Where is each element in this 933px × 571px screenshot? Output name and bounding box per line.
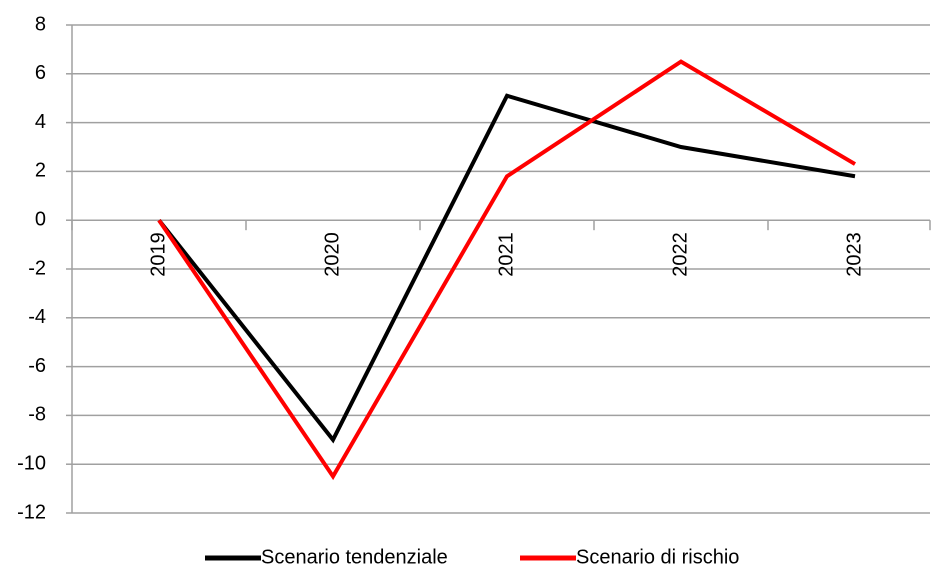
- series-line: [157, 93, 856, 444]
- y-tick-label: -10: [17, 452, 46, 474]
- y-tick-label: -4: [28, 306, 46, 328]
- x-tick-label: 2023: [843, 232, 865, 277]
- y-tick-label: -8: [28, 404, 46, 426]
- y-tick-label: 8: [35, 13, 46, 35]
- y-tick-label: 4: [35, 111, 46, 133]
- series-line: [157, 59, 857, 481]
- x-tick-label: 2019: [147, 232, 169, 277]
- y-tick-label: 2: [35, 160, 46, 182]
- x-tick-label: 2022: [669, 232, 691, 277]
- x-tick-label: 2020: [321, 232, 343, 277]
- y-tick-label: 6: [35, 62, 46, 84]
- y-tick-label: -6: [28, 355, 46, 377]
- legend-label: Scenario tendenziale: [261, 546, 448, 568]
- y-tick-label: -2: [28, 257, 46, 279]
- y-tick-label: 0: [35, 208, 46, 230]
- legend-label: Scenario di rischio: [576, 546, 739, 568]
- x-tick-label: 2021: [495, 232, 517, 277]
- y-tick-label: -12: [17, 501, 46, 523]
